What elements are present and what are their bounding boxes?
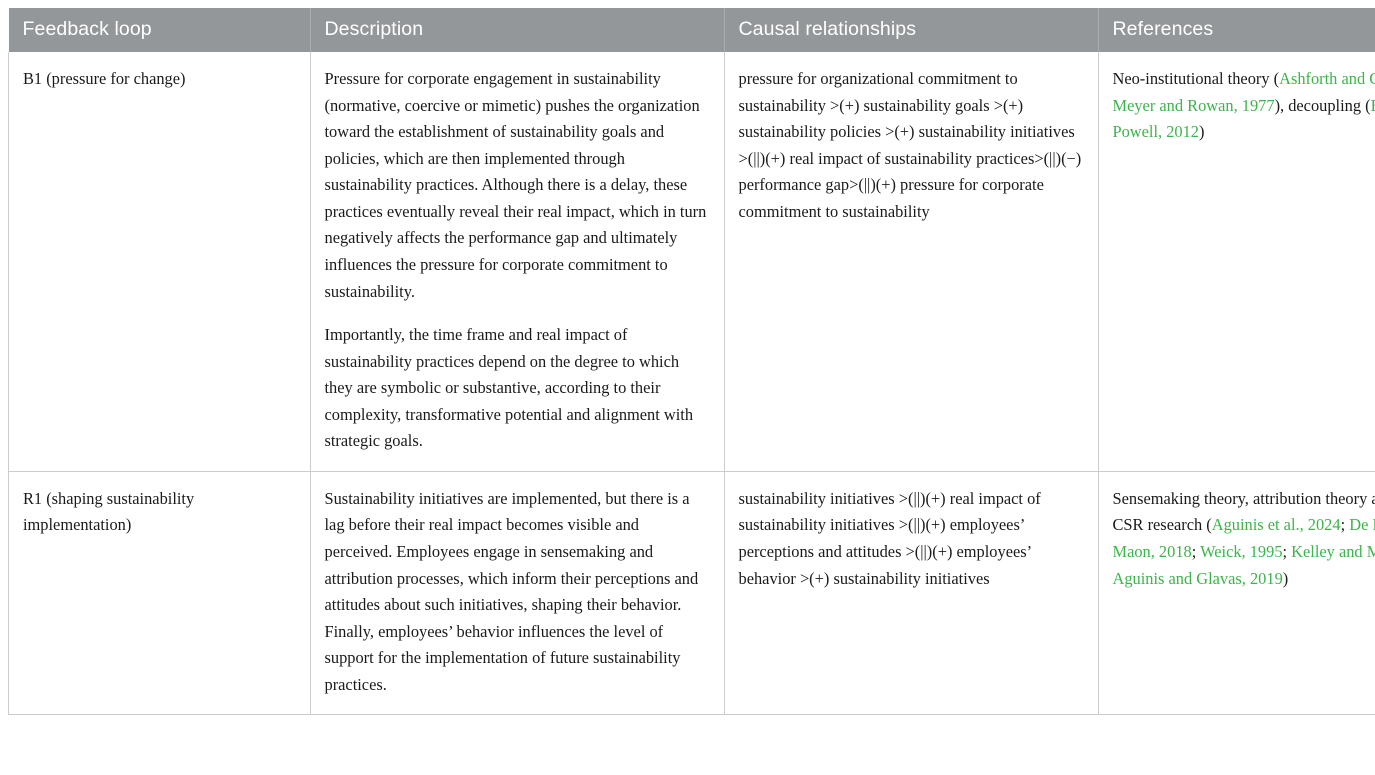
cell-references: Sensemaking theory, attribution theory a… [1098, 471, 1375, 716]
feedback-loop-label: R1 (shaping sustainability implementatio… [23, 488, 195, 535]
citation-link[interactable]: Weick, 1995 [1200, 541, 1283, 561]
reference-text: ), decoupling ( [1274, 95, 1371, 115]
table-header-row: Feedback loop Description Causal relatio… [8, 8, 1375, 52]
reference-text: ; [1191, 541, 1201, 561]
table-row: R1 (shaping sustainability implementatio… [8, 471, 1375, 716]
column-header-causal-relationships: Causal relationships [724, 8, 1099, 52]
feedback-loop-table-container: Feedback loop Description Causal relatio… [8, 8, 1375, 770]
reference-text: Neo-institutional theory ( [1112, 69, 1280, 88]
citation-link[interactable]: Aguinis et al., 2024 [1211, 515, 1341, 535]
citation-link[interactable]: Ashforth and Gibbs, 1990 [1279, 69, 1375, 88]
reference-text: Sensemaking theory, attribution theory a… [1112, 488, 1375, 535]
feedback-loop-table: Feedback loop Description Causal relatio… [8, 8, 1375, 716]
causal-chain-text: pressure for organizational commitment t… [738, 69, 1082, 221]
reference-text: ) [1282, 568, 1289, 588]
column-header-feedback-loop: Feedback loop [8, 8, 311, 52]
cell-description: Sustainability initiatives are implement… [310, 471, 725, 716]
citation-link[interactable]: Meyer and Rowan, 1977 [1112, 95, 1275, 115]
reference-text: ; [1282, 541, 1292, 561]
citation-link[interactable]: Bromley and Powell, 2012 [1112, 96, 1375, 142]
description-paragraph: Pressure for corporate engagement in sus… [324, 69, 707, 301]
cell-causal-relationships: sustainability initiatives >(||)(+) real… [724, 471, 1099, 716]
cell-causal-relationships: pressure for organizational commitment t… [724, 52, 1099, 472]
references-text: Sensemaking theory, attribution theory a… [1113, 486, 1375, 592]
citation-link[interactable]: Kelley and Michela, 1980 [1291, 541, 1375, 561]
causal-chain-text: sustainability initiatives >(||)(+) real… [738, 488, 1041, 588]
table-body: B1 (pressure for change) Pressure for cor… [8, 52, 1375, 716]
cell-feedback-loop: R1 (shaping sustainability implementatio… [8, 471, 311, 716]
citation-link[interactable]: Aguinis and Glavas, 2019 [1112, 568, 1283, 588]
table-header: Feedback loop Description Causal relatio… [8, 8, 1375, 52]
reference-text: ; [1340, 515, 1350, 535]
column-header-references: References [1112, 17, 1214, 40]
cell-description: Pressure for corporate engagement in sus… [310, 52, 725, 472]
column-header-description: Description [310, 8, 725, 52]
citation-link[interactable]: De Roeck and Maon, 2018 [1112, 515, 1375, 561]
references-text: Neo-institutional theory (Ashforth and G… [1113, 66, 1375, 146]
reference-text: ) [1199, 122, 1205, 142]
feedback-loop-label: B1 (pressure for change) [23, 69, 186, 88]
description-paragraph: Importantly, the time frame and real imp… [324, 324, 694, 451]
cell-feedback-loop: B1 (pressure for change) [8, 52, 311, 472]
table-row: B1 (pressure for change) Pressure for cor… [8, 52, 1375, 472]
cell-references: Neo-institutional theory (Ashforth and G… [1098, 52, 1375, 472]
description-paragraph: Sustainability initiatives are implement… [324, 488, 699, 694]
